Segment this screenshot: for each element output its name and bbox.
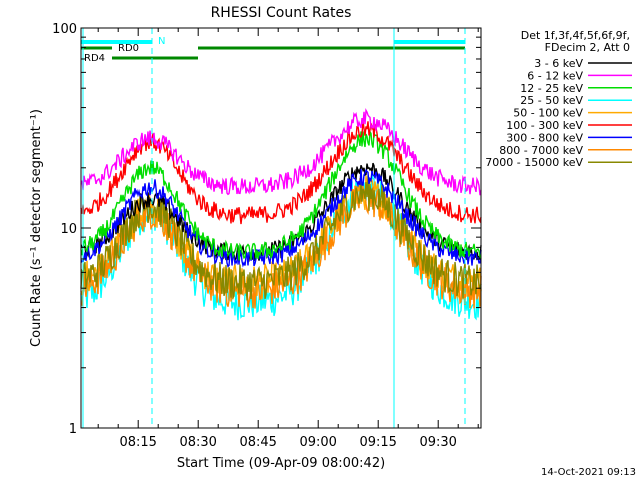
legend-label: 300 - 800 keV xyxy=(506,131,583,144)
legend-header-2: FDecim 2, Att 0 xyxy=(545,41,630,54)
series-curves xyxy=(80,108,482,321)
legend-label: 7000 - 15000 keV xyxy=(485,156,583,169)
legend: Det 1f,3f,4f,5f,6f,9f, FDecim 2, Att 0 3… xyxy=(485,29,632,169)
x-tick-label: 09:15 xyxy=(359,435,396,450)
x-tick-label: 09:30 xyxy=(419,435,456,450)
y-axis-ticks: 1 10 100 xyxy=(52,22,481,437)
x-axis-label: Start Time (09-Apr-09 08:00:42) xyxy=(177,456,385,471)
legend-label: 50 - 100 keV xyxy=(513,107,583,120)
legend-label: 25 - 50 keV xyxy=(520,94,583,107)
series-line xyxy=(80,175,482,301)
y-axis-label: Count Rate (s⁻¹ detector segment⁻¹) xyxy=(29,109,44,347)
flag-label-n: N xyxy=(158,36,165,47)
y-tick-label: 10 xyxy=(60,222,77,237)
series-line xyxy=(80,108,482,196)
x-tick-label: 08:30 xyxy=(179,435,216,450)
series-line xyxy=(80,129,482,261)
x-tick-label: 09:00 xyxy=(299,435,336,450)
flag-label-rd0: RD0 xyxy=(118,43,139,54)
flag-bars: N RD0 RD4 xyxy=(81,28,466,428)
y-tick-label: 1 xyxy=(69,422,77,437)
flag-label-rd4: RD4 xyxy=(84,53,105,64)
chart-title: RHESSI Count Rates xyxy=(211,5,352,21)
legend-label: 800 - 7000 keV xyxy=(499,144,583,157)
x-tick-label: 08:45 xyxy=(239,435,276,450)
legend-label: 6 - 12 keV xyxy=(527,69,583,82)
legend-label: 12 - 25 keV xyxy=(520,82,583,95)
legend-label: 100 - 300 keV xyxy=(506,119,583,132)
x-tick-label: 08:15 xyxy=(119,435,156,450)
y-tick-label: 100 xyxy=(52,22,77,37)
x-axis-ticks: 08:15 08:30 08:45 09:00 09:15 09:30 xyxy=(97,28,479,450)
legend-header-1: Det 1f,3f,4f,5f,6f,9f, xyxy=(521,29,630,42)
legend-label: 3 - 6 keV xyxy=(534,57,583,70)
series-line xyxy=(80,121,482,225)
timestamp: 14-Oct-2021 09:13 xyxy=(541,467,636,478)
